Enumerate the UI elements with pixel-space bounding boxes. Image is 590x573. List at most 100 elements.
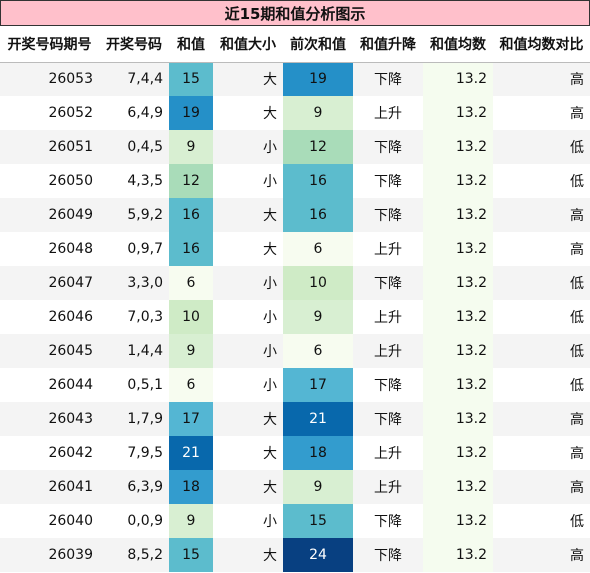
cell-prev-sum: 24 [283, 538, 353, 572]
cell-issue: 26052 [0, 96, 99, 130]
cell-sum-size: 大 [213, 62, 283, 96]
table-row: 26041 6,3,9 18 大 9 上升 13.2 高 [0, 470, 590, 504]
cell-sum-trend: 下降 [353, 266, 423, 300]
cell-sum-average: 13.2 [423, 470, 493, 504]
cell-issue: 26047 [0, 266, 99, 300]
cell-sum-average: 13.2 [423, 436, 493, 470]
cell-numbers: 0,9,7 [99, 232, 169, 266]
table-row: 26051 0,4,5 9 小 12 下降 13.2 低 [0, 130, 590, 164]
cell-sum: 10 [169, 300, 213, 334]
cell-numbers: 7,4,4 [99, 62, 169, 96]
table-row: 26044 0,5,1 6 小 17 下降 13.2 低 [0, 368, 590, 402]
cell-sum-average: 13.2 [423, 300, 493, 334]
cell-average-compare: 低 [493, 266, 590, 300]
cell-sum-size: 大 [213, 96, 283, 130]
cell-sum-average: 13.2 [423, 62, 493, 96]
cell-issue: 26051 [0, 130, 99, 164]
cell-sum-average: 13.2 [423, 164, 493, 198]
cell-numbers: 8,5,2 [99, 538, 169, 572]
col-header-sum: 和值 [169, 26, 213, 63]
cell-sum: 6 [169, 368, 213, 402]
cell-sum: 17 [169, 402, 213, 436]
table-row: 26050 4,3,5 12 小 16 下降 13.2 低 [0, 164, 590, 198]
table-body: 26053 7,4,4 15 大 19 下降 13.2 高 26052 6,4,9 19 大 9 上升 13… [0, 62, 590, 572]
cell-sum-average: 13.2 [423, 266, 493, 300]
cell-sum: 16 [169, 198, 213, 232]
cell-issue: 26040 [0, 504, 99, 538]
cell-issue: 26048 [0, 232, 99, 266]
cell-prev-sum: 9 [283, 300, 353, 334]
table-title: 近15期和值分析图示 [0, 0, 590, 26]
cell-sum: 21 [169, 436, 213, 470]
cell-sum-size: 大 [213, 402, 283, 436]
cell-prev-sum: 18 [283, 436, 353, 470]
cell-prev-sum: 16 [283, 198, 353, 232]
cell-sum-size: 小 [213, 334, 283, 368]
cell-sum-size: 小 [213, 300, 283, 334]
cell-average-compare: 低 [493, 368, 590, 402]
table-row: 26039 8,5,2 15 大 24 下降 13.2 高 [0, 538, 590, 572]
col-header-average-compare: 和值均数对比 [493, 26, 590, 63]
table-row: 26053 7,4,4 15 大 19 下降 13.2 高 [0, 62, 590, 96]
cell-prev-sum: 19 [283, 62, 353, 96]
cell-average-compare: 低 [493, 504, 590, 538]
cell-prev-sum: 10 [283, 266, 353, 300]
cell-sum-average: 13.2 [423, 538, 493, 572]
col-header-issue: 开奖号码期号 [0, 26, 99, 63]
cell-sum-trend: 下降 [353, 504, 423, 538]
cell-sum-size: 小 [213, 368, 283, 402]
col-header-sum-size: 和值大小 [213, 26, 283, 63]
cell-average-compare: 高 [493, 198, 590, 232]
cell-sum-trend: 上升 [353, 470, 423, 504]
cell-sum-size: 大 [213, 198, 283, 232]
cell-sum-trend: 下降 [353, 368, 423, 402]
cell-numbers: 6,3,9 [99, 470, 169, 504]
cell-sum: 15 [169, 62, 213, 96]
cell-sum-size: 小 [213, 164, 283, 198]
table-row: 26052 6,4,9 19 大 9 上升 13.2 高 [0, 96, 590, 130]
cell-sum: 19 [169, 96, 213, 130]
cell-sum-size: 大 [213, 538, 283, 572]
cell-sum-trend: 下降 [353, 402, 423, 436]
cell-issue: 26044 [0, 368, 99, 402]
col-header-numbers: 开奖号码 [99, 26, 169, 63]
cell-average-compare: 低 [493, 164, 590, 198]
cell-average-compare: 高 [493, 96, 590, 130]
cell-average-compare: 高 [493, 62, 590, 96]
cell-sum: 6 [169, 266, 213, 300]
cell-average-compare: 低 [493, 300, 590, 334]
cell-sum-size: 大 [213, 436, 283, 470]
table-row: 26043 1,7,9 17 大 21 下降 13.2 高 [0, 402, 590, 436]
cell-issue: 26042 [0, 436, 99, 470]
cell-numbers: 5,9,2 [99, 198, 169, 232]
cell-sum-trend: 上升 [353, 334, 423, 368]
sum-analysis-table: 开奖号码期号 开奖号码 和值 和值大小 前次和值 和值升降 和值均数 和值均数对… [0, 26, 590, 572]
cell-sum: 9 [169, 334, 213, 368]
cell-sum-size: 小 [213, 266, 283, 300]
table-row: 26047 3,3,0 6 小 10 下降 13.2 低 [0, 266, 590, 300]
cell-numbers: 1,7,9 [99, 402, 169, 436]
cell-sum-trend: 上升 [353, 232, 423, 266]
header-row: 开奖号码期号 开奖号码 和值 和值大小 前次和值 和值升降 和值均数 和值均数对… [0, 26, 590, 63]
cell-average-compare: 低 [493, 130, 590, 164]
cell-sum: 9 [169, 504, 213, 538]
cell-issue: 26043 [0, 402, 99, 436]
cell-sum-size: 小 [213, 504, 283, 538]
cell-issue: 26049 [0, 198, 99, 232]
table-row: 26048 0,9,7 16 大 6 上升 13.2 高 [0, 232, 590, 266]
cell-numbers: 0,4,5 [99, 130, 169, 164]
cell-prev-sum: 9 [283, 470, 353, 504]
cell-average-compare: 高 [493, 470, 590, 504]
cell-numbers: 1,4,4 [99, 334, 169, 368]
cell-sum-average: 13.2 [423, 130, 493, 164]
cell-sum-trend: 上升 [353, 436, 423, 470]
cell-issue: 26045 [0, 334, 99, 368]
cell-sum-trend: 下降 [353, 62, 423, 96]
cell-issue: 26039 [0, 538, 99, 572]
cell-prev-sum: 17 [283, 368, 353, 402]
cell-sum-average: 13.2 [423, 334, 493, 368]
table-row: 26045 1,4,4 9 小 6 上升 13.2 低 [0, 334, 590, 368]
table-row: 26046 7,0,3 10 小 9 上升 13.2 低 [0, 300, 590, 334]
cell-sum-size: 大 [213, 470, 283, 504]
cell-issue: 26050 [0, 164, 99, 198]
